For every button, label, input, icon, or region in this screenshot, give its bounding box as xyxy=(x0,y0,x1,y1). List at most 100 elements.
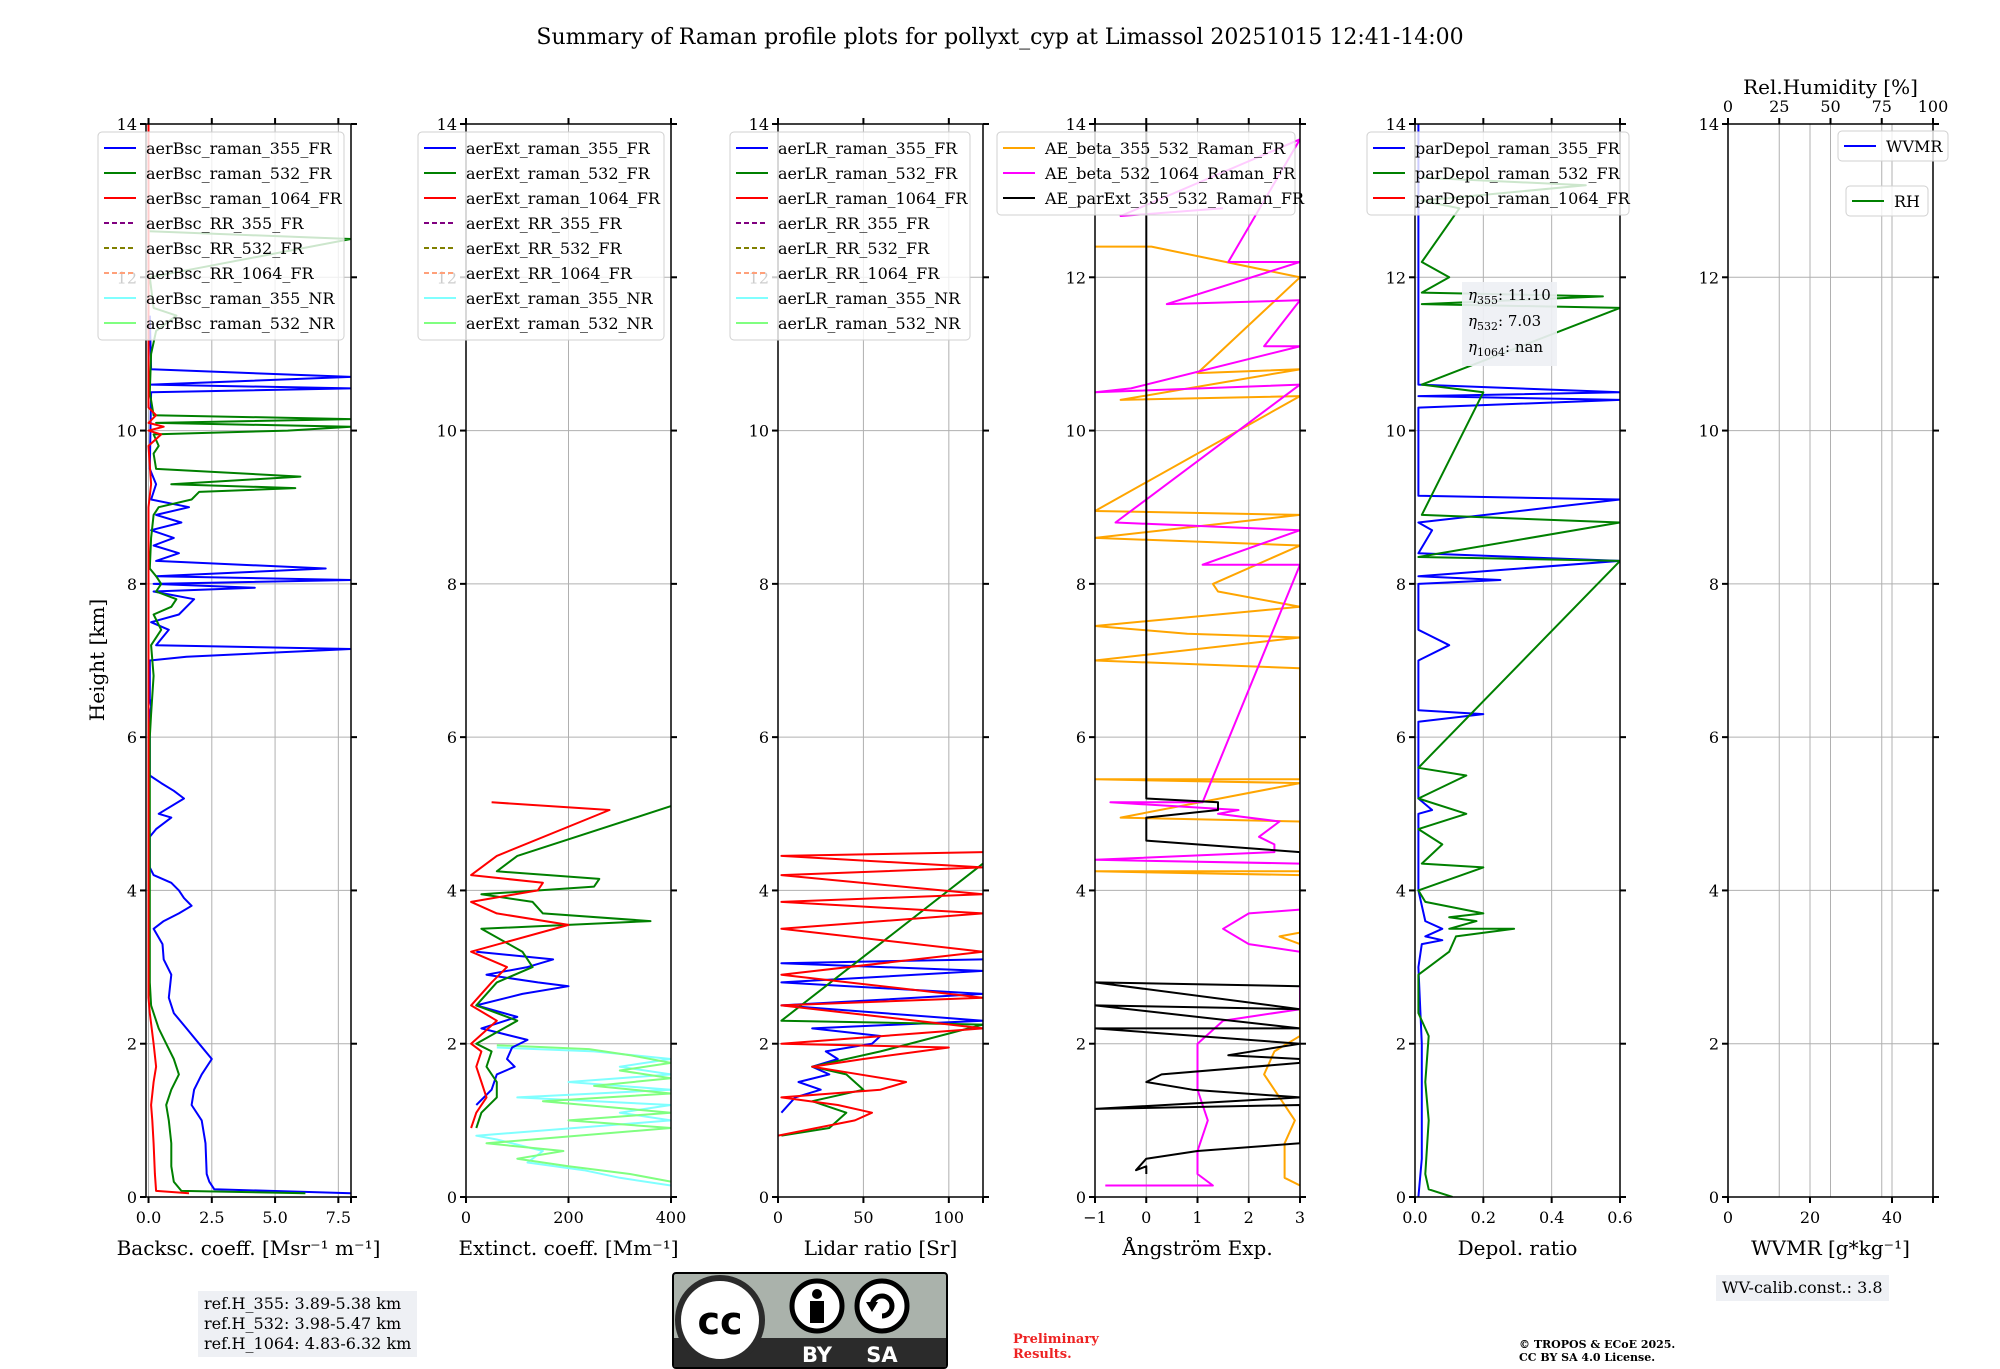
legend-label: aerLR_RR_1064_FR xyxy=(778,264,940,283)
series-line-aerLR_raman_355_FR xyxy=(780,958,983,1114)
legend-label: aerExt_RR_355_FR xyxy=(466,214,623,233)
legend-label: aerLR_raman_355_FR xyxy=(778,139,958,158)
legend-label: RH xyxy=(1894,192,1920,211)
x-tick-label: 0 xyxy=(1141,1208,1151,1227)
y-tick-label: 8 xyxy=(1709,575,1719,594)
series-line-parDepol_raman_355_FR xyxy=(1417,124,1620,1197)
panel-backscatter: 0.02.55.07.502468101214Backsc. coeff. [M… xyxy=(97,115,380,1260)
wv-calib-text: WV-calib.const.: 3.8 xyxy=(1722,1278,1883,1297)
x-tick-label: 0.0 xyxy=(1402,1208,1427,1227)
x-tick-label: 2.5 xyxy=(199,1208,224,1227)
x-tick-label: 0 xyxy=(1723,1208,1733,1227)
y-tick-label: 6 xyxy=(447,728,457,747)
x2-tick-label: 25 xyxy=(1769,97,1789,116)
axes-frame xyxy=(777,123,984,1198)
preliminary-line-2: Results. xyxy=(1013,1347,1072,1362)
series-group xyxy=(1095,124,1300,1187)
y-tick-label: 10 xyxy=(749,422,769,441)
x-tick-label: 50 xyxy=(853,1208,873,1227)
eta-subscript: 1064 xyxy=(1477,346,1505,359)
y-tick-label: 0 xyxy=(447,1188,457,1207)
panel-extinction: 020040002468101214Extinct. coeff. [Mm⁻¹]… xyxy=(417,115,686,1260)
reference-heights-box: ref.H_355: 3.89-5.38 km ref.H_532: 3.98-… xyxy=(198,1291,418,1357)
x2-tick-label: 0 xyxy=(1723,97,1733,116)
eta-532: η532: 7.03 xyxy=(1468,311,1551,337)
legend-label: AE_beta_532_1064_Raman_FR xyxy=(1044,164,1296,183)
y-tick-label: 4 xyxy=(127,881,137,900)
legend-label: aerLR_RR_532_FR xyxy=(778,239,930,258)
y-tick-label: 10 xyxy=(1386,422,1406,441)
legend-label: WVMR xyxy=(1886,137,1943,156)
legend-label: aerExt_raman_355_FR xyxy=(466,139,651,158)
x-tick-label: 0.6 xyxy=(1607,1208,1632,1227)
legend-label: aerExt_raman_355_NR xyxy=(466,289,654,308)
legend-label: aerBsc_raman_532_FR xyxy=(146,164,332,183)
x-axis-label: WVMR [g*kg⁻¹] xyxy=(1751,1236,1910,1260)
legend-box xyxy=(1845,185,1929,217)
wv-calibration-box: WV-calib.const.: 3.8 xyxy=(1716,1275,1889,1301)
legend-label: aerLR_raman_1064_FR xyxy=(778,189,968,208)
y-tick-label: 2 xyxy=(1709,1035,1719,1054)
person-head-icon xyxy=(812,1289,822,1299)
eta-1064: η1064: nan xyxy=(1468,337,1551,363)
panel-lidar_ratio: 05010002468101214Lidar ratio [Sr]aerLR_r… xyxy=(729,115,989,1260)
x-tick-label: −1 xyxy=(1083,1208,1107,1227)
panels: 0.02.55.07.502468101214Backsc. coeff. [M… xyxy=(97,75,1949,1260)
x2-tick-label: 100 xyxy=(1918,97,1949,116)
x-tick-label: 20 xyxy=(1800,1208,1820,1227)
series-line-aerExt_raman_532_FR xyxy=(475,805,671,1129)
series-line-aerBsc_raman_532_FR xyxy=(148,230,351,1195)
legend-label: aerLR_raman_355_NR xyxy=(778,289,961,308)
eta-value: : nan xyxy=(1505,338,1544,356)
legend-box xyxy=(417,131,665,341)
figure-title: Summary of Raman profile plots for polly… xyxy=(536,25,1463,50)
x-tick-label: 0 xyxy=(773,1208,783,1227)
axes-frame xyxy=(1414,123,1621,1198)
y-tick-label: 0 xyxy=(1396,1188,1406,1207)
person-body-icon xyxy=(810,1301,824,1323)
x-tick-label: 200 xyxy=(553,1208,584,1227)
series-line-aerLR_raman_532_FR xyxy=(780,862,983,1137)
x2-tick-label: 75 xyxy=(1872,97,1892,116)
y-tick-label: 4 xyxy=(1396,881,1406,900)
legend-label: aerBsc_raman_355_FR xyxy=(146,139,332,158)
eta-subscript: 532 xyxy=(1477,320,1498,333)
series-group xyxy=(1417,124,1620,1197)
legend-label: AE_parExt_355_532_Raman_FR xyxy=(1044,189,1305,208)
y-tick-label: 14 xyxy=(1699,115,1719,134)
x-tick-label: 7.5 xyxy=(326,1208,351,1227)
x2-tick-label: 50 xyxy=(1820,97,1840,116)
x-tick-label: 100 xyxy=(934,1208,965,1227)
y-tick-label: 14 xyxy=(749,115,769,134)
y-tick-label: 6 xyxy=(759,728,769,747)
y-tick-label: 6 xyxy=(1396,728,1406,747)
x-tick-label: 3 xyxy=(1295,1208,1305,1227)
eta-value: : 7.03 xyxy=(1498,312,1542,330)
sharealike-arrowhead-icon xyxy=(866,1302,878,1312)
legend-label: aerBsc_raman_532_NR xyxy=(146,314,335,333)
x-axis-label: Lidar ratio [Sr] xyxy=(804,1236,958,1260)
series-group xyxy=(778,851,983,1137)
series-line-AE_beta_532_1064_Raman_FR xyxy=(1095,138,1300,1187)
eta-symbol: η xyxy=(1468,312,1477,330)
y-tick-label: 10 xyxy=(117,422,137,441)
y-tick-label: 10 xyxy=(437,422,457,441)
x-tick-label: 0.2 xyxy=(1471,1208,1496,1227)
x-tick-label: 40 xyxy=(1882,1208,1902,1227)
eta-calibration-box: η355: 11.10 η532: 7.03 η1064: nan xyxy=(1462,282,1557,366)
sa-sharealike-icon xyxy=(854,1278,910,1334)
y-tick-label: 8 xyxy=(1076,575,1086,594)
y-axis-label: Height [km] xyxy=(85,599,109,721)
sharealike-arrow-icon xyxy=(869,1293,895,1319)
y-tick-label: 2 xyxy=(447,1035,457,1054)
ref-height-355: ref.H_355: 3.89-5.38 km xyxy=(204,1294,402,1313)
axes-frame xyxy=(145,123,352,1198)
y-tick-label: 0 xyxy=(759,1188,769,1207)
y-tick-label: 12 xyxy=(1386,268,1406,287)
x-axis-label: Depol. ratio xyxy=(1458,1236,1578,1260)
series-line-AE_beta_355_532_Raman_FR xyxy=(1095,245,1300,1187)
y-tick-label: 14 xyxy=(117,115,137,134)
y-tick-label: 2 xyxy=(1396,1035,1406,1054)
